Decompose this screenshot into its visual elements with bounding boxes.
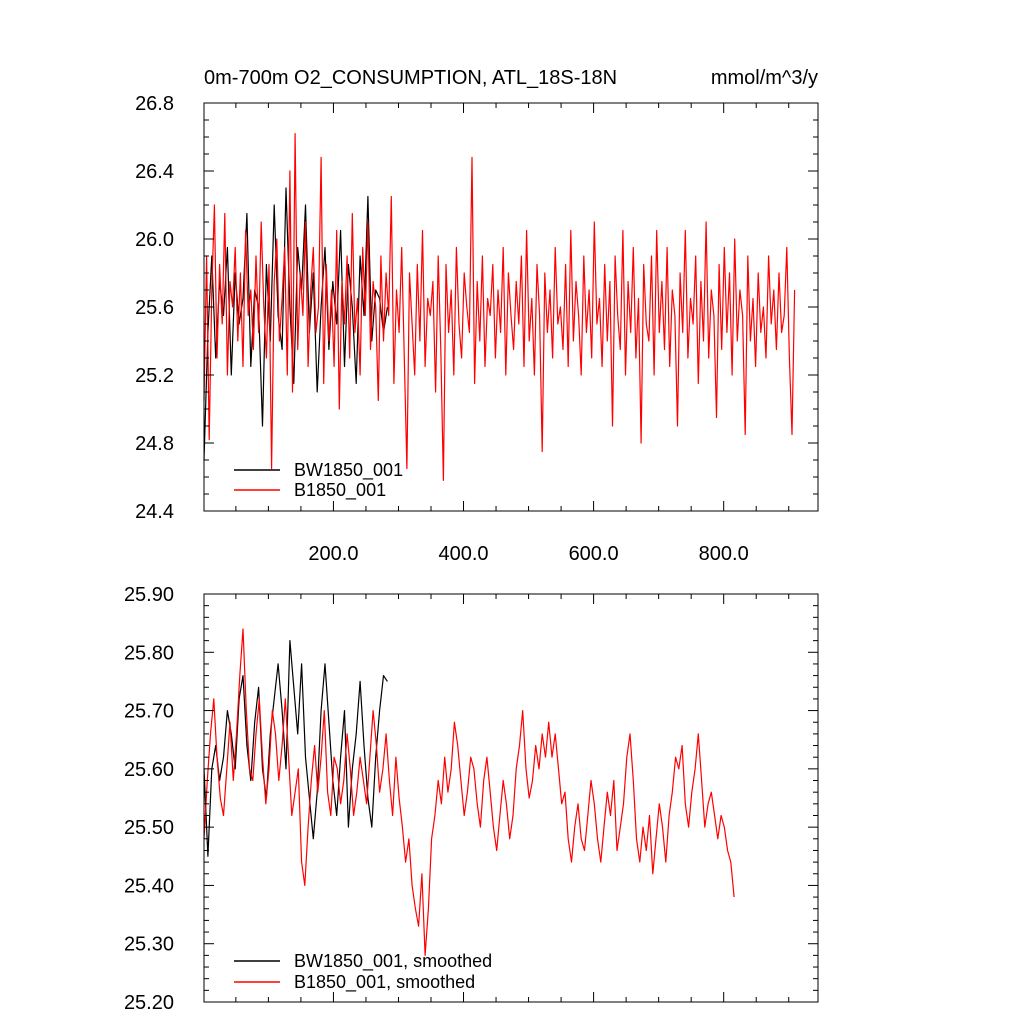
y-tick-label: 26.4 [135, 161, 174, 183]
x-tick-label: 800.0 [699, 543, 749, 565]
y-tick-label: 25.30 [124, 934, 174, 956]
bottom-ticks-group: 25.20 25.30 25.40 25.50 25.60 25.70 25.80 25.90 [124, 584, 818, 1014]
top-panel: 0m-700m O2_CONSUMPTION, ATL_18S-18N mmol… [135, 67, 819, 565]
y-tick-label: 24.4 [135, 501, 174, 523]
top-legend: BW1850_001 B1850_001 [234, 460, 403, 501]
series-line-b1850-001-smoothed [203, 628, 735, 957]
series-line-b1850-001 [203, 133, 796, 481]
bottom-panel: 25.20 25.30 25.40 25.50 25.60 25.70 25.80 25.90… [124, 584, 819, 1014]
y-tick-label: 26.0 [135, 229, 174, 251]
legend-label-bw1850-smoothed: BW1850_001, smoothed [294, 951, 492, 972]
y-tick-label: 25.6 [135, 297, 174, 319]
y-tick-label: 24.8 [135, 433, 174, 455]
y-tick-label: 25.60 [124, 759, 174, 781]
y-tick-label: 26.8 [135, 93, 174, 115]
y-tick-label: 25.40 [124, 875, 174, 897]
legend-label-b1850: B1850_001 [294, 480, 386, 501]
x-tick-label: 600.0 [569, 543, 619, 565]
bottom-series-group [203, 628, 735, 957]
y-tick-label: 25.20 [124, 992, 174, 1014]
y-tick-label: 25.50 [124, 817, 174, 839]
x-tick-label: 400.0 [438, 543, 488, 565]
y-tick-label: 25.2 [135, 365, 174, 387]
series-line-bw1850-001 [203, 187, 388, 461]
top-ticks-group: 24.4 24.8 25.2 25.6 26.0 26.4 26.8 200.0 400.0 60… [135, 93, 818, 565]
y-tick-label: 25.80 [124, 642, 174, 664]
legend-label-b1850-smoothed: B1850_001, smoothed [294, 972, 475, 993]
chart-units: mmol/m^3/y [711, 67, 818, 89]
y-tick-label: 25.70 [124, 701, 174, 723]
bottom-plot-frame [203, 593, 819, 1003]
chart-title: 0m-700m O2_CONSUMPTION, ATL_18S-18N [204, 67, 617, 89]
x-tick-label: 200.0 [308, 543, 358, 565]
top-series-group [203, 133, 796, 481]
legend-label-bw1850: BW1850_001 [294, 460, 403, 481]
y-tick-label: 25.90 [124, 584, 174, 606]
bottom-legend: BW1850_001, smoothed B1850_001, smoothed [234, 951, 492, 993]
